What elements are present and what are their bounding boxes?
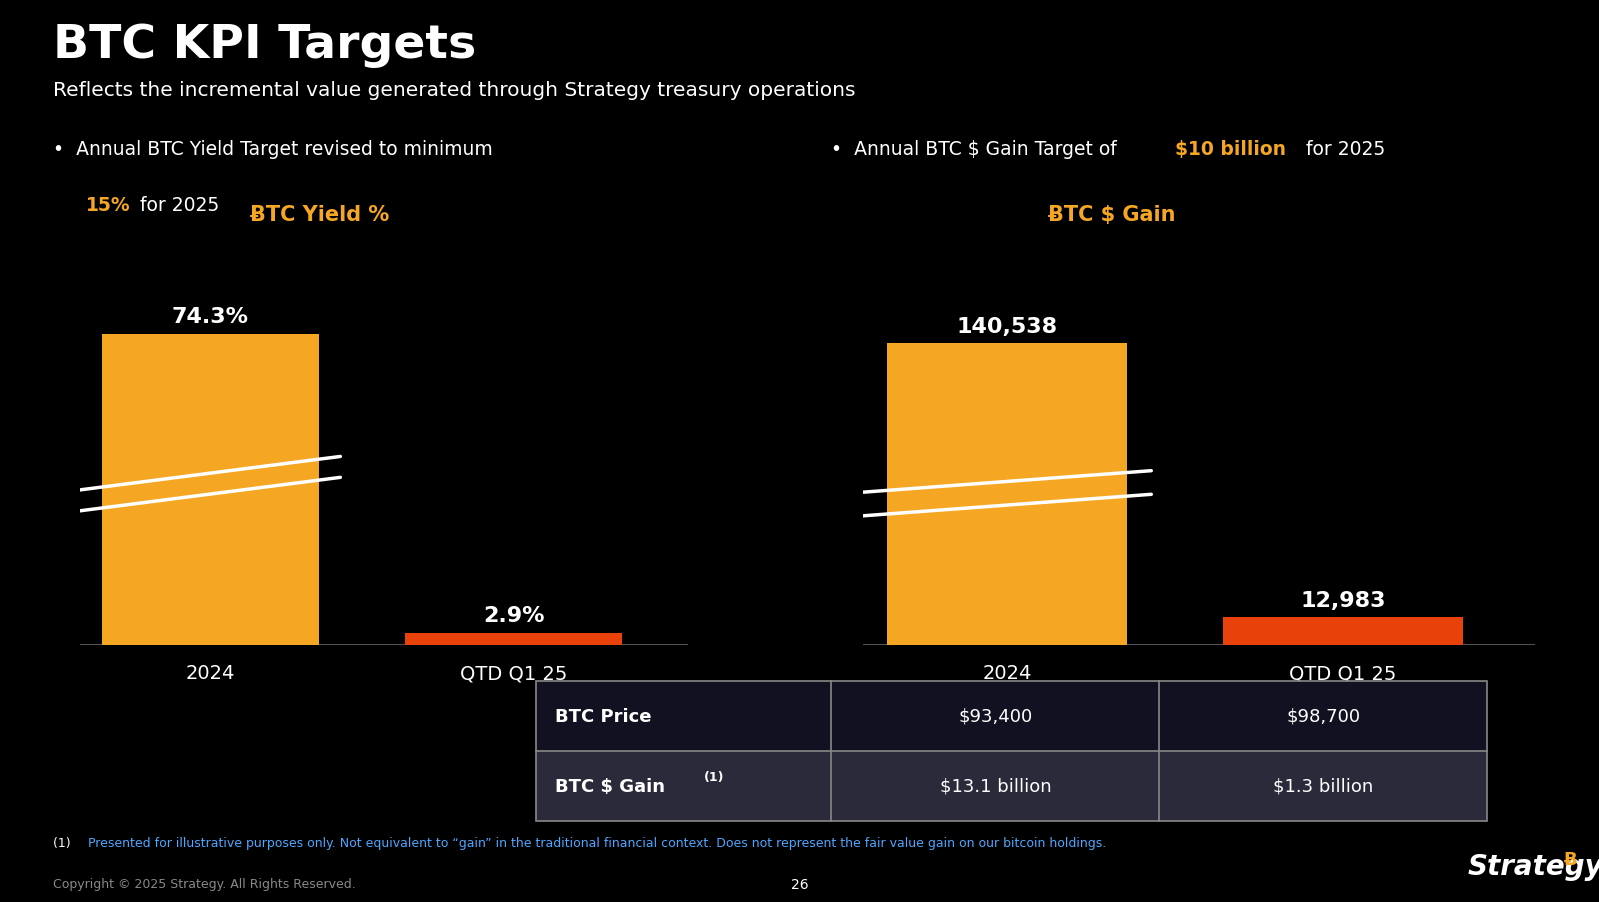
Text: $1.3 billion: $1.3 billion: [1273, 777, 1374, 795]
Text: ɃTC $ Gain: ɃTC $ Gain: [1047, 205, 1175, 225]
Text: for 2025: for 2025: [1300, 140, 1385, 159]
Bar: [1223, 617, 1463, 645]
Text: BTC KPI Targets: BTC KPI Targets: [53, 23, 477, 68]
Text: $93,400: $93,400: [958, 707, 1033, 725]
Text: $10 billion: $10 billion: [1175, 140, 1286, 159]
Text: Strategy: Strategy: [1468, 851, 1599, 880]
Text: 2.9%: 2.9%: [483, 605, 545, 625]
Text: Ƀ: Ƀ: [1564, 850, 1578, 868]
Text: •  Annual BTC $ Gain Target of: • Annual BTC $ Gain Target of: [831, 140, 1122, 159]
Text: 26: 26: [790, 877, 809, 891]
Bar: [887, 344, 1127, 645]
Text: BTC $ Gain: BTC $ Gain: [555, 777, 672, 795]
Bar: [406, 633, 622, 645]
Text: BTC Price: BTC Price: [555, 707, 651, 725]
Text: (1): (1): [704, 770, 724, 783]
Text: $98,700: $98,700: [1286, 707, 1361, 725]
Text: for 2025: for 2025: [134, 196, 219, 215]
Text: Copyright © 2025 Strategy. All Rights Reserved.: Copyright © 2025 Strategy. All Rights Re…: [53, 877, 355, 889]
Text: 74.3%: 74.3%: [171, 307, 249, 327]
Text: 15%: 15%: [86, 196, 131, 215]
Text: (1): (1): [53, 836, 78, 849]
Text: 12,983: 12,983: [1300, 591, 1386, 611]
Text: ɃTC Yield %: ɃTC Yield %: [249, 205, 390, 225]
Text: 140,538: 140,538: [956, 317, 1059, 337]
Text: •  Annual BTC Yield Target revised to minimum: • Annual BTC Yield Target revised to min…: [53, 140, 499, 159]
Bar: [102, 335, 318, 645]
Text: $13.1 billion: $13.1 billion: [940, 777, 1051, 795]
Text: Reflects the incremental value generated through Strategy treasury operations: Reflects the incremental value generated…: [53, 81, 855, 100]
Text: Presented for illustrative purposes only. Not equivalent to “gain” in the tradit: Presented for illustrative purposes only…: [88, 836, 1107, 849]
